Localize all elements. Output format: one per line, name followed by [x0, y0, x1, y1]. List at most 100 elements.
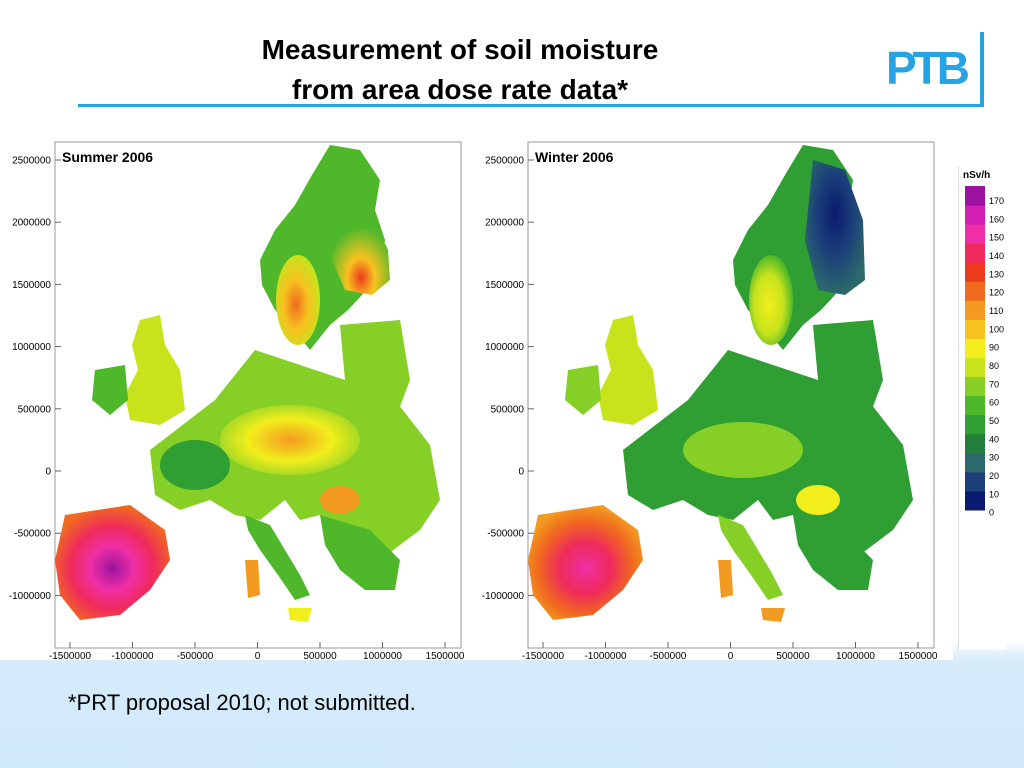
- title-line-2: from area dose rate data*: [291, 74, 629, 105]
- y-tick-label: 2500000: [485, 156, 524, 167]
- legend-color-step: [965, 205, 985, 225]
- sweden-area: [749, 255, 793, 345]
- x-tick-label: -500000: [650, 651, 687, 660]
- x-tick-label: 0: [728, 651, 734, 660]
- finland: [805, 160, 865, 295]
- central-europe-area: [683, 422, 803, 478]
- x-tick-label: -1000000: [584, 651, 627, 660]
- legend-value: 170: [989, 196, 1004, 206]
- x-tick-label: 1000000: [836, 651, 875, 660]
- ptb-logo: PTB: [886, 42, 970, 94]
- x-axis-ticks: -1500000 -1000000 -500000 0 500000 1000000 150…: [49, 642, 465, 660]
- legend-value: 40: [989, 434, 999, 444]
- map-winter-svg: 2500000 2000000 1500000 1000000 500000 0 -5000…: [482, 141, 938, 660]
- x-tick-label: 1500000: [426, 651, 465, 660]
- y-tick-label: -1000000: [482, 591, 525, 602]
- iberia: [55, 505, 170, 620]
- legend-color-step: [965, 376, 985, 397]
- sweden-hotspot: [276, 255, 320, 345]
- map-panel-summer: 2500000 2000000 1500000 1000000 500000 0 -5000…: [0, 120, 480, 660]
- legend-value: 90: [989, 343, 999, 353]
- y-tick-label: 2000000: [485, 218, 524, 229]
- legend-color-step: [965, 281, 985, 301]
- balkan-area: [796, 485, 840, 515]
- legend-value: 140: [989, 251, 1004, 261]
- central-europe-hotspot: [220, 405, 360, 475]
- great-britain: [125, 315, 185, 425]
- legend-color-step: [965, 300, 985, 320]
- legend-color-step: [965, 395, 985, 416]
- finland: [332, 210, 390, 295]
- y-tick-label: -500000: [14, 529, 51, 540]
- legend-value: 50: [989, 416, 999, 426]
- legend-value: 10: [989, 489, 999, 499]
- y-tick-label: 1500000: [485, 280, 524, 291]
- legend-value: 20: [989, 471, 999, 481]
- y-axis-ticks: 2500000 2000000 1500000 1000000 500000 0 -5000…: [9, 156, 61, 602]
- legend-color-step: [965, 224, 985, 244]
- legend-color-step: [965, 186, 985, 206]
- legend-color-step: [965, 262, 985, 282]
- legend-value: 120: [989, 288, 1004, 298]
- map-panel-winter: 2500000 2000000 1500000 1000000 500000 0 -5000…: [473, 120, 953, 660]
- sardinia: [718, 560, 733, 598]
- title-line-1: Measurement of soil moisture: [261, 34, 659, 65]
- legend-unit: nSv/h: [963, 170, 991, 181]
- italy: [245, 515, 310, 600]
- x-tick-label: -500000: [177, 651, 214, 660]
- x-tick-label: -1000000: [111, 651, 154, 660]
- y-axis-ticks: 2500000 2000000 1500000 1000000 500000 0 -5000…: [482, 156, 534, 602]
- legend-color-step: [965, 357, 985, 378]
- europe-landmass: [55, 145, 440, 622]
- balkans: [320, 515, 400, 590]
- legend-value: 30: [989, 453, 999, 463]
- legend-color-step: [965, 243, 985, 263]
- legend-value: 70: [989, 379, 999, 389]
- y-tick-label: -1000000: [9, 591, 52, 602]
- y-tick-label: 500000: [491, 404, 525, 415]
- footnote: *PRT proposal 2010; not submitted.: [68, 690, 416, 715]
- legend-color-step: [965, 471, 985, 492]
- legend-scale: 1701601501401301201101009080706050403020…: [965, 186, 1004, 518]
- legend-color-step: [965, 338, 985, 359]
- x-tick-label: 0: [255, 651, 261, 660]
- map-summer-svg: 2500000 2000000 1500000 1000000 500000 0 -5000…: [9, 141, 465, 660]
- x-tick-label: 500000: [303, 651, 337, 660]
- legend-value: 0: [989, 508, 994, 518]
- x-tick-label: -1500000: [522, 651, 565, 660]
- x-tick-label: 500000: [776, 651, 810, 660]
- legend-color-step: [965, 414, 985, 435]
- y-tick-label: 500000: [18, 404, 52, 415]
- y-tick-label: 2000000: [12, 218, 51, 229]
- y-tick-label: -500000: [487, 529, 524, 540]
- sardinia: [245, 560, 260, 598]
- title-underline: [78, 104, 984, 107]
- y-tick-label: 1500000: [12, 280, 51, 291]
- ireland: [565, 365, 601, 415]
- legend-value: 80: [989, 361, 999, 371]
- balkans: [793, 515, 873, 590]
- legend-value: 130: [989, 269, 1004, 279]
- france-north: [160, 440, 230, 490]
- y-tick-label: 1000000: [12, 342, 51, 353]
- italy: [718, 515, 783, 600]
- balkan-hotspot: [320, 486, 360, 514]
- legend-value: 150: [989, 233, 1004, 243]
- great-britain: [598, 315, 658, 425]
- panel-title-winter: Winter 2006: [535, 149, 614, 165]
- legend-value: 160: [989, 214, 1004, 224]
- color-legend: nSv/h 170 160 150 140 130 120 110 100 90 80 70 60 50…: [958, 166, 1006, 650]
- iberia: [528, 505, 643, 620]
- legend-value: 110: [989, 306, 1003, 316]
- legend-color-step: [965, 433, 985, 454]
- logo-divider: [980, 32, 984, 106]
- x-tick-label: -1500000: [49, 651, 92, 660]
- y-tick-label: 1000000: [485, 342, 524, 353]
- legend-color-step: [965, 319, 985, 339]
- ireland: [92, 365, 128, 415]
- y-tick-label: 2500000: [12, 156, 51, 167]
- europe-landmass: [528, 145, 913, 622]
- y-tick-label: 0: [518, 467, 524, 478]
- sicily: [288, 608, 312, 622]
- x-tick-label: 1500000: [899, 651, 938, 660]
